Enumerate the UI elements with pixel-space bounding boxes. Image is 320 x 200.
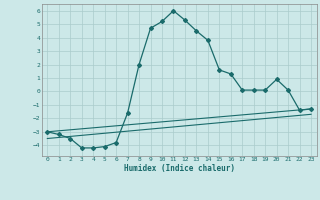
X-axis label: Humidex (Indice chaleur): Humidex (Indice chaleur) <box>124 164 235 173</box>
